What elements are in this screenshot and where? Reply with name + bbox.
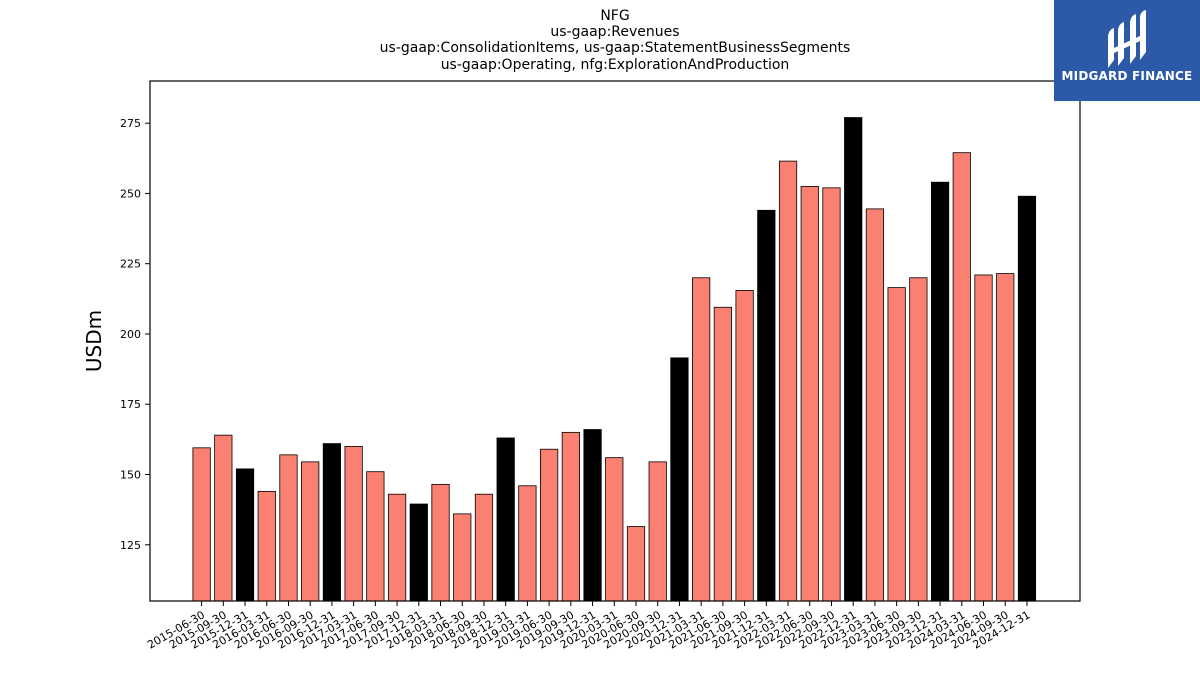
bar-2024-03-31: [952, 152, 971, 602]
bar-2019-12-31: [583, 429, 602, 602]
chart-title-line-2: us-gaap:Revenues: [550, 24, 679, 40]
chart-title: NFG us-gaap:Revenues us-gaap:Consolidati…: [380, 8, 851, 73]
bar-2016-12-31: [322, 443, 342, 602]
bar-2022-12-31: [844, 117, 863, 602]
bar-2022-03-31: [778, 160, 798, 602]
bar-2020-09-30: [648, 461, 667, 602]
bar-2019-09-30: [561, 431, 580, 602]
bar-2017-12-31: [409, 503, 428, 602]
bar-2021-03-31: [692, 277, 711, 602]
bar-2016-03-31: [257, 490, 276, 602]
bar-2020-06-30: [626, 526, 646, 602]
bar-2017-09-30: [387, 493, 407, 602]
y-tick-label: 275: [120, 117, 141, 130]
bar-2017-06-30: [366, 471, 385, 602]
bar-2021-06-30: [713, 306, 732, 602]
bar-2017-03-31: [344, 446, 363, 602]
bar-2020-03-31: [605, 457, 624, 602]
bar-2021-09-30: [735, 290, 754, 602]
bar-2023-06-30: [887, 287, 906, 602]
bar-2023-03-31: [865, 208, 885, 602]
midgard-finance-logo: MIDGARD FINANCE: [1054, 0, 1200, 101]
bar-2024-12-31: [1017, 195, 1037, 602]
midgard-logo-icon: [1108, 10, 1146, 68]
chart-title-line-3: us-gaap:ConsolidationItems, us-gaap:Stat…: [380, 40, 851, 56]
bar-2015-06-30: [192, 447, 211, 602]
bar-2021-12-31: [757, 209, 776, 602]
y-axis-ticks: 125 150 175 200 225 250 275: [120, 117, 150, 552]
bar-2018-03-31: [431, 483, 450, 602]
bar-2019-03-31: [518, 485, 537, 602]
x-axis-ticks: 2015-06-302015-09-302015-12-312016-03-31…: [145, 601, 1032, 652]
y-axis-label: USDm: [82, 310, 106, 372]
y-tick-label: 150: [120, 469, 141, 482]
plot-frame: [149, 80, 1081, 602]
y-tick-label: 175: [120, 398, 141, 411]
bar-2019-06-30: [540, 448, 559, 602]
chart-title-line-4: us-gaap:Operating, nfg:ExplorationAndPro…: [441, 57, 790, 73]
y-tick-label: 125: [120, 539, 141, 552]
bars: [192, 117, 1037, 602]
bar-2015-12-31: [235, 468, 255, 602]
bar-2023-12-31: [930, 181, 950, 602]
bar-2018-12-31: [496, 437, 515, 602]
y-tick-label: 250: [120, 187, 141, 200]
bar-2018-06-30: [453, 513, 472, 602]
bar-2016-06-30: [279, 454, 298, 602]
bar-2023-09-30: [909, 277, 928, 602]
bar-2022-06-30: [800, 186, 819, 602]
y-tick-label: 225: [120, 258, 141, 271]
y-tick-label: 200: [120, 328, 141, 341]
bar-2020-12-31: [670, 357, 689, 602]
bar-2024-09-30: [996, 273, 1015, 602]
bar-2015-09-30: [214, 434, 233, 602]
bar-2016-09-30: [301, 461, 320, 602]
logo-text: MIDGARD FINANCE: [1061, 69, 1193, 83]
bar-2022-09-30: [822, 187, 841, 602]
bar-2018-09-30: [474, 493, 494, 602]
chart-title-line-1: NFG: [600, 8, 629, 24]
bar-2024-06-30: [974, 274, 993, 602]
